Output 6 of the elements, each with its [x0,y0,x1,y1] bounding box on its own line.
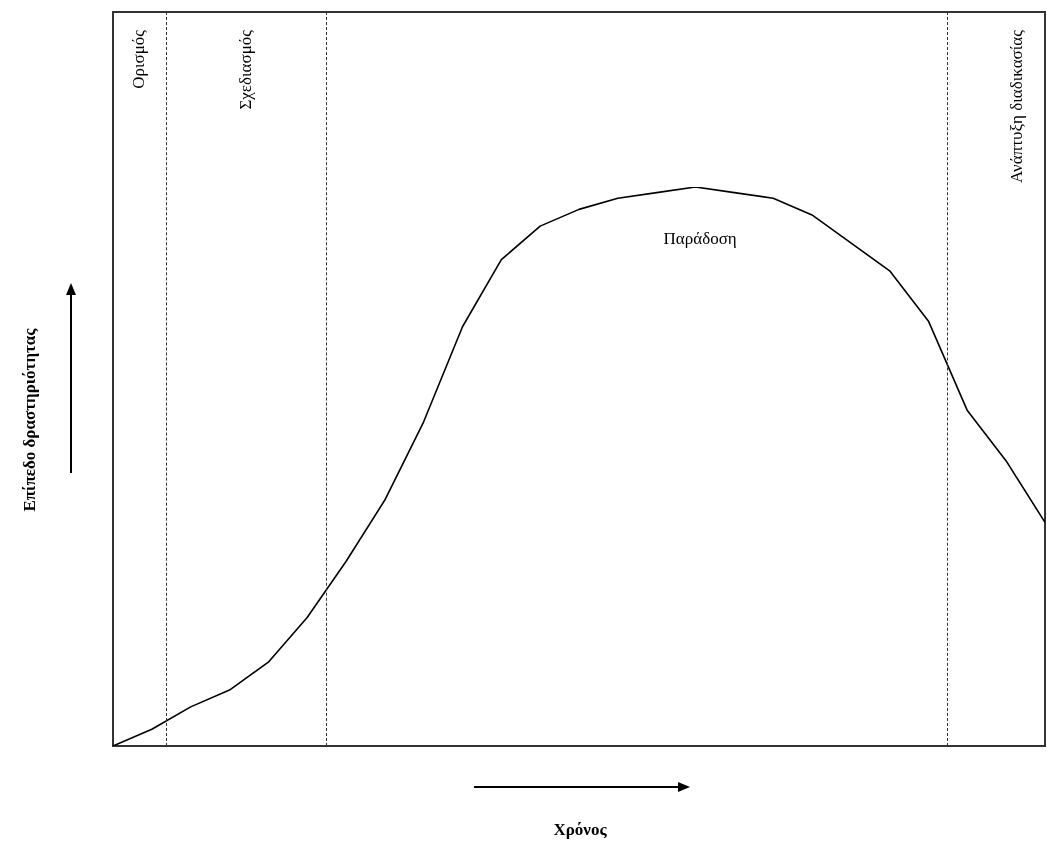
annotation: Παράδοση [663,229,737,249]
text: Ανάπτυξη διαδικασίας [1006,29,1026,183]
x-axis-title: Χρόνος [553,820,607,840]
y-axis-title: Επίπεδο δραστηριότητας [20,328,40,512]
text: Σχεδιασμός [235,29,255,110]
text: Ορισμός [129,29,149,89]
